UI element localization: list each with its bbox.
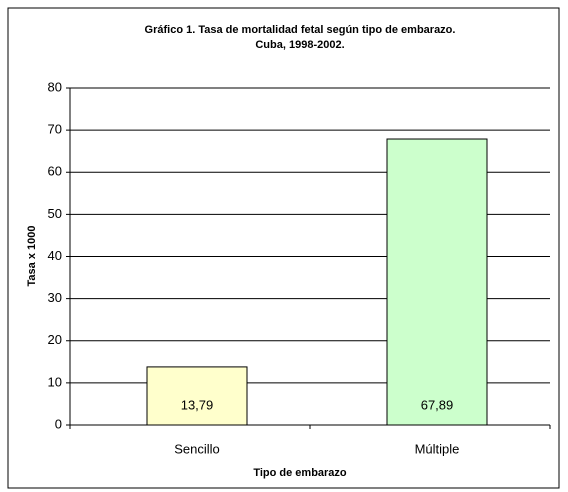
y-tick-label: 10 <box>48 374 62 389</box>
value-label: 67,89 <box>421 397 454 412</box>
y-tick-label: 80 <box>48 79 62 94</box>
chart-title: Cuba, 1998-2002. <box>255 39 344 51</box>
x-tick-label: Sencillo <box>174 441 220 456</box>
y-tick-label: 50 <box>48 206 62 221</box>
y-tick-label: 60 <box>48 164 62 179</box>
y-tick-label: 40 <box>48 248 62 263</box>
y-tick-label: 70 <box>48 122 62 137</box>
x-axis-label: Tipo de embarazo <box>253 467 347 479</box>
y-tick-label: 30 <box>48 290 62 305</box>
chart-title: Gráfico 1. Tasa de mortalidad fetal segú… <box>145 24 456 36</box>
y-axis-label: Tasa x 1000 <box>26 226 38 287</box>
x-tick-label: Múltiple <box>415 441 460 456</box>
bar <box>146 366 248 426</box>
bar <box>386 138 488 426</box>
value-label: 13,79 <box>181 397 214 412</box>
y-tick-label: 20 <box>48 332 62 347</box>
y-tick-label: 0 <box>55 416 62 431</box>
